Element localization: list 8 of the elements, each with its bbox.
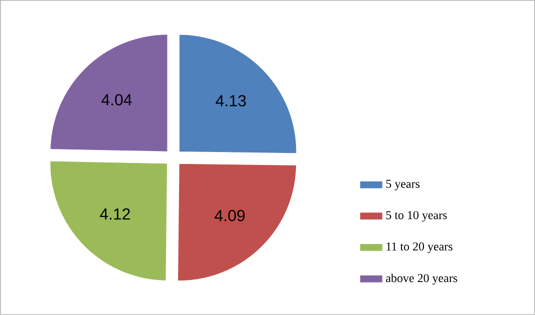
legend-label: 5 years	[386, 180, 420, 190]
legend-label: 11 to 20 years	[386, 242, 452, 254]
data-label: 4.09	[214, 210, 245, 222]
data-label: 4.12	[100, 208, 130, 220]
data-label: 4.04	[101, 94, 132, 106]
legend-label: above 20 years	[386, 274, 458, 285]
data-label: 4.13	[216, 95, 246, 106]
legend-label: 5 to 10 years	[386, 211, 447, 222]
